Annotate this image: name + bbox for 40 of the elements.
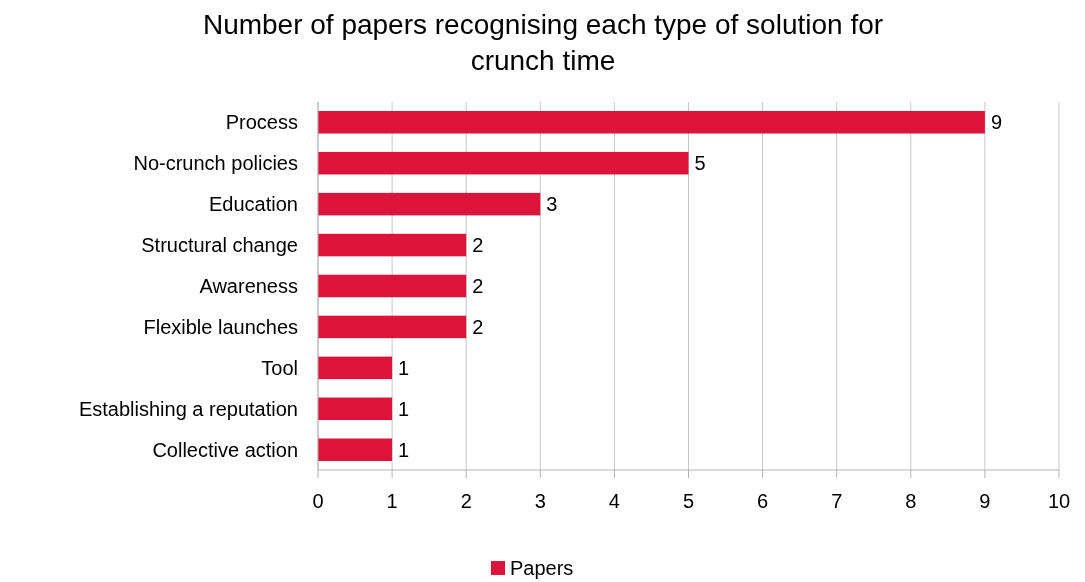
bar [318, 397, 393, 421]
y-tick-label: Tool [261, 356, 298, 379]
bar [318, 274, 467, 298]
data-label: 2 [472, 275, 484, 297]
y-tick-label: No-crunch policies [133, 152, 298, 175]
x-tick-label: 1 [386, 490, 398, 512]
x-tick-label: 7 [831, 490, 843, 512]
data-label: 5 [694, 152, 706, 175]
x-tick-label: 4 [608, 490, 620, 512]
y-tick-label: Establishing a reputation [78, 397, 298, 420]
bar [318, 151, 689, 175]
y-tick-label: Education [209, 193, 298, 216]
chart-title: Number of papers recognising each type of solution for crunch time [202, 9, 884, 76]
x-tick-label: 10 [1047, 490, 1071, 512]
bar [318, 192, 541, 216]
x-tick-label: 0 [312, 490, 324, 512]
x-tick-label: 5 [682, 490, 695, 512]
y-tick-label: Awareness [199, 275, 298, 297]
data-label: 2 [472, 315, 484, 338]
bar [318, 233, 467, 257]
x-tick-label: 2 [460, 490, 472, 512]
legend-label: Papers [510, 557, 574, 579]
y-tick-label: Process [225, 111, 298, 134]
data-label: 2 [472, 234, 484, 257]
bar [318, 438, 393, 461]
data-label: 9 [990, 111, 1003, 134]
y-tick-label: Structural change [141, 234, 298, 257]
data-label: 3 [546, 193, 558, 216]
x-tick-label: 8 [905, 490, 917, 512]
x-tick-label: 9 [979, 490, 991, 512]
y-tick-label: Flexible launches [143, 315, 298, 338]
bar [318, 111, 985, 134]
x-tick-label: 6 [757, 490, 769, 512]
data-label: 1 [398, 397, 410, 420]
y-tick-label: Collective action [152, 438, 298, 461]
bar [318, 356, 393, 380]
bar [318, 315, 467, 339]
data-label: 1 [398, 356, 410, 379]
data-label: 1 [398, 438, 410, 461]
x-tick-label: 3 [534, 490, 546, 512]
